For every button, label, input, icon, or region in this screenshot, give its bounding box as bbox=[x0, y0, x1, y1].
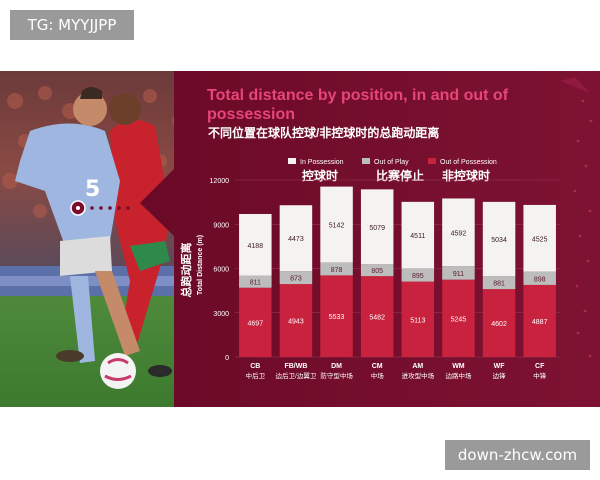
y-tick-label: 12000 bbox=[210, 178, 230, 185]
bar-value-label: 5079 bbox=[369, 225, 385, 232]
x-tick-label: AM bbox=[412, 363, 423, 370]
bar-segment bbox=[360, 264, 394, 277]
bar-segment bbox=[279, 205, 313, 272]
x-tick-label: FB/WB bbox=[284, 363, 307, 370]
bar-segment bbox=[401, 201, 435, 269]
x-tick-label: CF bbox=[535, 363, 545, 370]
chart-legend: In Possession 控球时 Out of Play 比赛停止 Out of Po… bbox=[288, 158, 497, 183]
legend-swatch bbox=[288, 158, 296, 164]
bar-segment bbox=[523, 271, 556, 285]
x-tick-label-cn: 边路中场 bbox=[445, 371, 472, 380]
bar-segment bbox=[239, 213, 272, 276]
bar-segment bbox=[279, 271, 313, 285]
x-tick-label-cn: 中锋 bbox=[533, 371, 547, 380]
bar-segment bbox=[320, 275, 353, 357]
bar-segment bbox=[523, 204, 556, 272]
legend-label: Out of Play bbox=[374, 159, 409, 166]
bar-value-label: 4697 bbox=[248, 320, 264, 327]
x-tick-label: WM bbox=[452, 363, 465, 370]
bar-value-label: 878 bbox=[331, 267, 343, 274]
legend-label-cn: 比赛停止 bbox=[376, 168, 424, 183]
bar-value-label: 4473 bbox=[288, 236, 304, 243]
bar-value-label: 881 bbox=[493, 281, 505, 288]
bar-segment bbox=[401, 268, 435, 282]
legend-swatch bbox=[362, 158, 370, 164]
bar-segment bbox=[482, 201, 516, 277]
x-tick-label: DM bbox=[331, 363, 342, 370]
bar-value-label: 5142 bbox=[329, 223, 345, 230]
bar-segment bbox=[279, 284, 313, 357]
bar-value-label: 911 bbox=[453, 271, 464, 278]
y-tick-label: 6000 bbox=[213, 267, 229, 274]
bar-value-label: 898 bbox=[534, 276, 546, 283]
legend-label: Out of Possession bbox=[440, 159, 497, 166]
legend-label-cn: 控球时 bbox=[302, 168, 338, 183]
x-tick-label: CB bbox=[250, 363, 260, 370]
bar-value-label: 4887 bbox=[532, 319, 548, 326]
y-axis-label-cn: 总跑动距离 bbox=[179, 243, 193, 298]
y-axis: 0 3000 6000 9000 12000 bbox=[210, 178, 230, 362]
bar-segment bbox=[239, 287, 272, 357]
bar-value-label: 5482 bbox=[369, 315, 385, 322]
bar-value-label: 4188 bbox=[248, 243, 264, 250]
x-tick-label: WF bbox=[494, 363, 506, 370]
bar-segment bbox=[360, 276, 394, 357]
chart-subtitle: 不同位置在球队控球/非控球时的总跑动距离 bbox=[208, 126, 440, 140]
y-tick-label: 3000 bbox=[213, 311, 229, 318]
bar-value-label: 811 bbox=[250, 280, 261, 287]
bar-value-label: 4525 bbox=[532, 236, 548, 243]
tg-badge: TG: MYYJJPP bbox=[10, 10, 134, 40]
x-tick-label: CM bbox=[372, 363, 383, 370]
x-tick-label-cn: 边锋 bbox=[493, 371, 507, 380]
y-tick-label: 9000 bbox=[213, 222, 229, 229]
bar-segment bbox=[320, 186, 353, 263]
bar-value-label: 873 bbox=[290, 276, 302, 283]
bar-value-label: 5113 bbox=[410, 317, 425, 324]
bar-segment bbox=[401, 281, 435, 357]
bar-value-label: 4602 bbox=[491, 321, 507, 328]
bar-value-label: 5034 bbox=[491, 237, 507, 244]
bar-value-label: 5533 bbox=[329, 314, 345, 321]
bar-segment bbox=[442, 198, 475, 267]
bar-segment bbox=[442, 279, 475, 357]
x-tick-label-cn: 中场 bbox=[371, 371, 385, 380]
bar-value-label: 895 bbox=[412, 273, 424, 280]
bar-segment bbox=[442, 266, 475, 280]
bar-segment bbox=[320, 262, 353, 276]
legend-label: In Possession bbox=[300, 159, 344, 166]
legend-swatch bbox=[428, 158, 436, 164]
bar-segment bbox=[239, 275, 272, 288]
bar-value-label: 805 bbox=[371, 268, 383, 275]
chart-title: Total distance by position, in and out o… bbox=[207, 87, 509, 123]
bar-segment bbox=[482, 276, 516, 290]
bar-value-label: 5245 bbox=[451, 316, 467, 323]
x-tick-label-cn: 中后卫 bbox=[246, 371, 266, 380]
bar-segment bbox=[482, 289, 516, 357]
bar-group: 4697 811 4188 4943 873 4473 5533 878 5142 5482 805… bbox=[239, 186, 556, 357]
bar-segment bbox=[523, 284, 556, 357]
svg-text:5: 5 bbox=[85, 177, 100, 202]
bar-value-label: 4511 bbox=[410, 233, 425, 240]
bar-value-label: 4943 bbox=[288, 319, 304, 326]
legend-label-cn: 非控球时 bbox=[442, 168, 490, 183]
x-tick-label-cn: 防守型中场 bbox=[320, 371, 353, 380]
watermark: down-zhcw.com bbox=[445, 440, 590, 470]
y-tick-label: 0 bbox=[225, 355, 229, 362]
y-axis-label: Total Distance (m) bbox=[197, 235, 204, 295]
bar-value-label: 4592 bbox=[451, 230, 467, 237]
x-tick-label-cn: 进攻型中场 bbox=[402, 371, 435, 380]
x-tick-label-cn: 边后卫/边翼卫 bbox=[276, 371, 317, 380]
bar-segment bbox=[360, 189, 394, 265]
